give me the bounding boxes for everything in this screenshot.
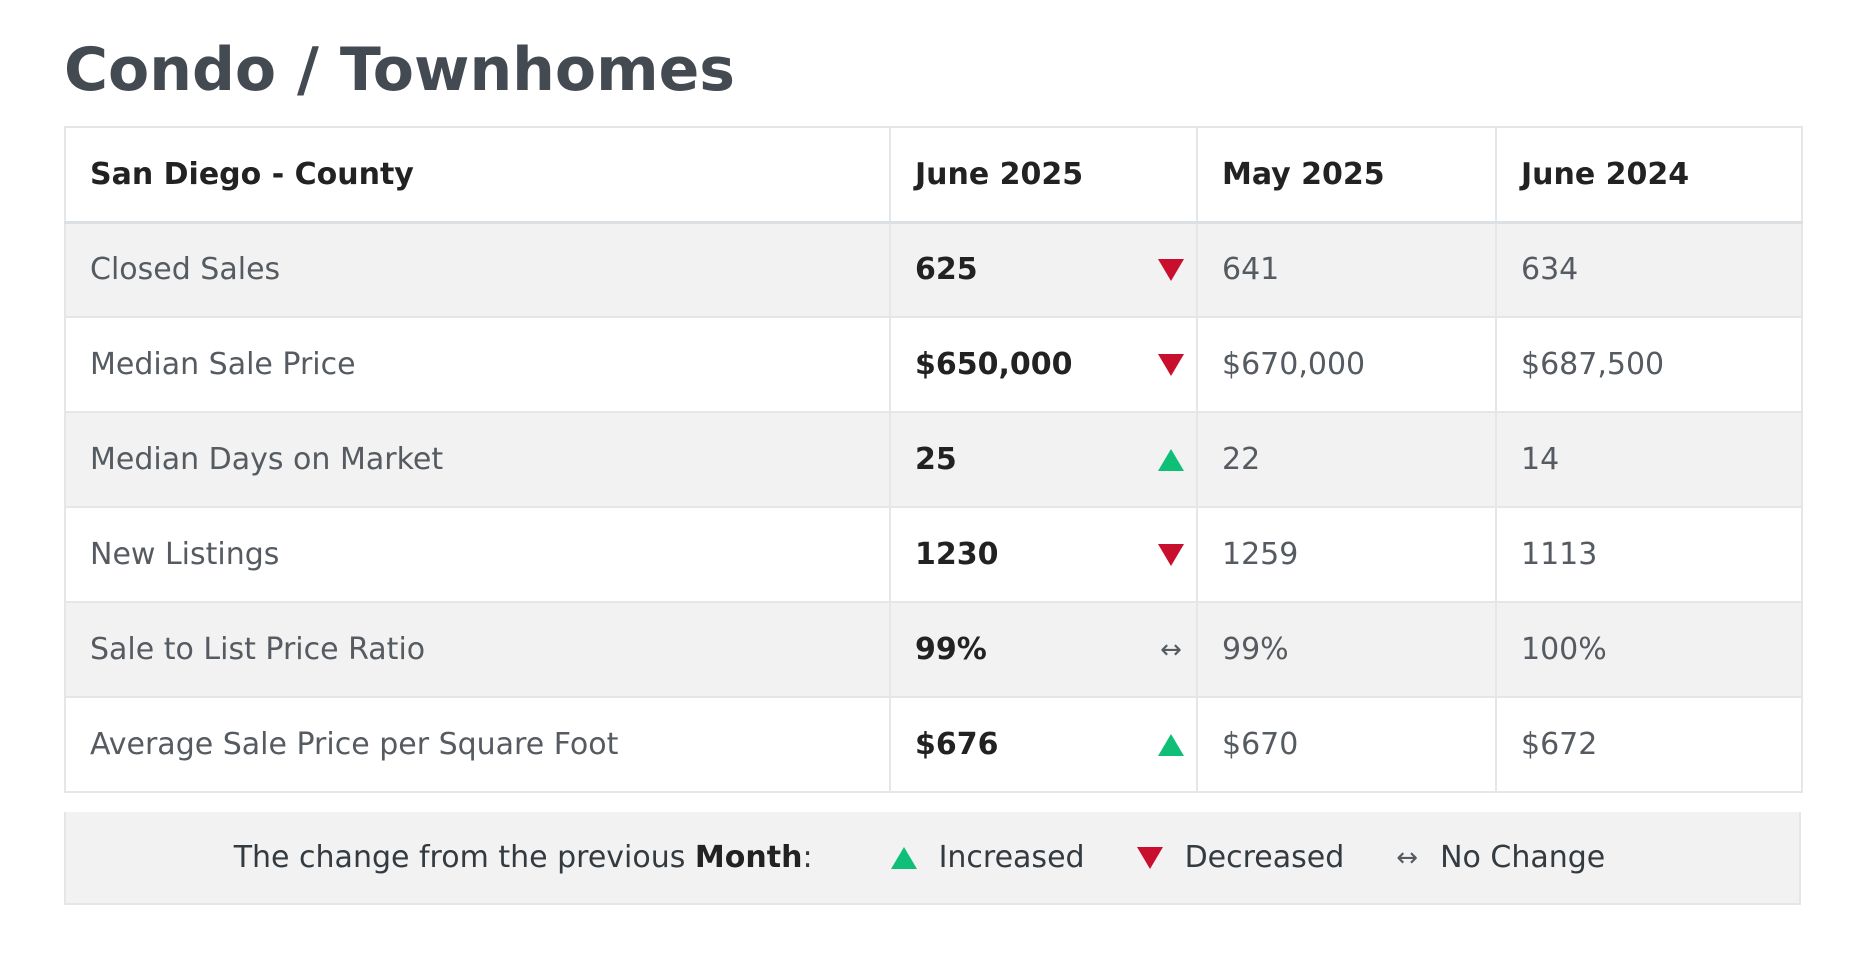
previous-month-value: 641 [1196, 221, 1497, 318]
header-current-month: June 2025 [889, 126, 1198, 224]
header-previous-month: May 2025 [1196, 126, 1497, 224]
previous-month-value: 22 [1196, 411, 1497, 508]
previous-month-value: 1259 [1196, 506, 1497, 603]
header-region: San Diego - County [64, 126, 891, 224]
current-month-cell: $676 [889, 696, 1198, 793]
table-header-row: San Diego - County June 2025 May 2025 Ju… [64, 126, 1803, 224]
current-month-value: 99% [915, 632, 987, 667]
no-change-arrow-icon: ↔ [1160, 634, 1182, 665]
triangle-up-icon [1158, 733, 1184, 757]
table-row: Closed Sales 625 641 634 [64, 221, 1803, 318]
current-month-cell: 99% ↔ [889, 601, 1198, 698]
year-ago-value: 634 [1495, 221, 1803, 318]
no-change-arrow-icon: ↔ [1396, 842, 1419, 873]
previous-month-value: 99% [1196, 601, 1497, 698]
metric-label: Sale to List Price Ratio [64, 601, 891, 698]
legend-period: Month [694, 840, 803, 875]
table-row: Median Sale Price $650,000 $670,000 $687,50… [64, 316, 1803, 413]
table-row: Median Days on Market 25 22 14 [64, 411, 1803, 508]
triangle-up-icon [1158, 448, 1184, 472]
current-month-value: 625 [915, 252, 978, 288]
metric-label: Closed Sales [64, 221, 891, 318]
triangle-down-icon [1136, 846, 1163, 869]
triangle-down-icon [1158, 353, 1184, 377]
current-month-cell: 625 [889, 221, 1198, 318]
current-month-value: $650,000 [915, 347, 1073, 382]
market-stats-table: San Diego - County June 2025 May 2025 Ju… [64, 126, 1803, 793]
legend-decreased: Decreased [1136, 840, 1345, 875]
year-ago-value: 100% [1495, 601, 1803, 698]
legend-no-change: ↔ No Change [1396, 840, 1605, 875]
current-month-value: 1230 [915, 537, 999, 572]
header-year-ago: June 2024 [1495, 126, 1803, 224]
table-row: New Listings 1230 1259 1113 [64, 506, 1803, 603]
triangle-down-icon [1158, 543, 1184, 567]
year-ago-value: 14 [1495, 411, 1803, 508]
current-month-cell: 1230 [889, 506, 1198, 603]
year-ago-value: $672 [1495, 696, 1803, 793]
legend-description: The change from the previous Month: [234, 840, 813, 875]
page-title: Condo / Townhomes [64, 35, 736, 105]
legend-increased: Increased [890, 840, 1085, 875]
metric-label: New Listings [64, 506, 891, 603]
current-month-cell: 25 [889, 411, 1198, 508]
triangle-up-icon [890, 846, 917, 869]
metric-label: Median Sale Price [64, 316, 891, 413]
legend-suffix: : [802, 840, 813, 875]
current-month-value: $676 [915, 727, 999, 762]
year-ago-value: $687,500 [1495, 316, 1803, 413]
legend-prefix: The change from the previous [233, 840, 695, 875]
metric-label: Median Days on Market [64, 411, 891, 508]
legend-no-change-label: No Change [1440, 840, 1606, 875]
current-month-cell: $650,000 [889, 316, 1198, 413]
metric-label: Average Sale Price per Square Foot [64, 696, 891, 793]
legend-decreased-label: Decreased [1184, 840, 1345, 875]
table-body: Closed Sales 625 641 634 Median Sale Price $6… [64, 221, 1803, 793]
trend-legend: The change from the previous Month: Incr… [64, 812, 1801, 905]
previous-month-value: $670 [1196, 696, 1497, 793]
table-row: Sale to List Price Ratio 99% ↔ 99% 100% [64, 601, 1803, 698]
current-month-value: 25 [915, 442, 957, 477]
year-ago-value: 1113 [1495, 506, 1803, 603]
previous-month-value: $670,000 [1196, 316, 1497, 413]
triangle-down-icon [1158, 258, 1184, 282]
table-row: Average Sale Price per Square Foot $676 $6… [64, 696, 1803, 793]
legend-increased-label: Increased [938, 840, 1085, 875]
